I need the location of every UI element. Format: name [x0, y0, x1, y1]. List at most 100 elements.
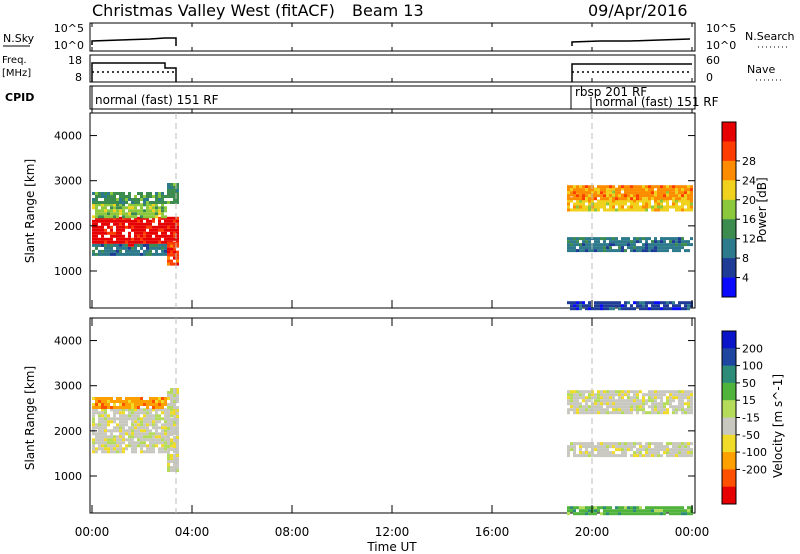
- heatmap-cell: [113, 252, 116, 256]
- heatmap-cell: [567, 448, 570, 452]
- heatmap-cell: [579, 237, 582, 241]
- heatmap-cell: [636, 405, 639, 409]
- heatmap-cell: [684, 188, 687, 192]
- heatmap-cell: [158, 450, 161, 454]
- heatmap-cell: [170, 400, 173, 403]
- heatmap-cell: [600, 199, 603, 203]
- heatmap-cell: [176, 423, 179, 427]
- heatmap-cell: [588, 208, 591, 212]
- heatmap-cell: [672, 445, 675, 449]
- heatmap-cell: [134, 219, 137, 223]
- heatmap-cell: [618, 445, 621, 449]
- heatmap-cell: [582, 411, 585, 415]
- heatmap-cell: [684, 197, 687, 201]
- heatmap-cell: [654, 185, 657, 189]
- heatmap-cell: [633, 402, 636, 406]
- heatmap-cell: [636, 188, 639, 192]
- heatmap-cell: [164, 444, 167, 448]
- heatmap-cell: [639, 237, 642, 241]
- heatmap-cell: [666, 188, 669, 192]
- heatmap-cell: [128, 397, 131, 400]
- heatmap-cell: [648, 399, 651, 403]
- heatmap-cell: [624, 442, 627, 446]
- heatmap-band-7: [567, 185, 693, 201]
- heatmap-cell: [176, 426, 179, 430]
- heatmap-cell: [161, 426, 164, 430]
- heatmap-cell: [606, 304, 609, 308]
- heatmap-cell: [585, 411, 588, 415]
- heatmap-cell: [639, 399, 642, 403]
- heatmap-cell: [663, 402, 666, 406]
- heatmap-cell: [110, 249, 113, 253]
- heatmap-cell: [146, 234, 149, 238]
- heatmap-cell: [642, 411, 645, 415]
- heatmap-cell: [131, 209, 134, 213]
- heatmap-cell: [140, 426, 143, 430]
- heatmap-cell: [167, 427, 170, 430]
- heatmap-cell: [618, 194, 621, 198]
- heatmap-cell: [642, 185, 645, 189]
- heatmap-cell: [651, 512, 654, 516]
- heatmap-cell: [672, 448, 675, 452]
- heatmap-cell: [669, 393, 672, 397]
- heatmap-cell: [176, 466, 179, 469]
- heatmap-cell: [594, 509, 597, 513]
- heatmap-cell: [164, 201, 167, 204]
- heatmap-cell: [657, 445, 660, 449]
- heatmap-cell: [158, 426, 161, 430]
- heatmap-cell: [657, 243, 660, 247]
- heatmap-cell: [570, 408, 573, 412]
- noise-left-tick-top: 10^5: [54, 22, 84, 35]
- heatmap-cell: [624, 240, 627, 244]
- heatmap-cell: [579, 393, 582, 397]
- heatmap-cell: [600, 188, 603, 192]
- heatmap-cell: [101, 444, 104, 448]
- heatmap-cell: [152, 203, 155, 207]
- heatmap-cell: [134, 246, 137, 250]
- heatmap-cell: [660, 194, 663, 198]
- heatmap-cell: [591, 188, 594, 192]
- heatmap-cell: [128, 429, 131, 433]
- heatmap-cell: [98, 397, 101, 400]
- heatmap-cell: [119, 246, 122, 250]
- heatmap-cell: [92, 237, 95, 241]
- heatmap-cell: [603, 399, 606, 403]
- heatmap-cell: [624, 249, 627, 253]
- heatmap-cell: [630, 506, 633, 510]
- heatmap-cell: [113, 249, 116, 253]
- heatmap-cell: [615, 197, 618, 201]
- heatmap-cell: [588, 243, 591, 247]
- heatmap-cell: [573, 454, 576, 458]
- heatmap-cell: [104, 246, 107, 250]
- heatmap-cell: [648, 185, 651, 189]
- heatmap-cell: [128, 441, 131, 445]
- heatmap-cell: [630, 199, 633, 203]
- heatmap-cell: [140, 219, 143, 223]
- heatmap-cell: [573, 390, 576, 394]
- heatmap-cell: [639, 197, 642, 201]
- heatmap-cell: [609, 243, 612, 247]
- heatmap-cell: [672, 399, 675, 403]
- heatmap-cell: [146, 201, 149, 204]
- heatmap-cell: [161, 203, 164, 207]
- heatmap-cell: [164, 237, 167, 241]
- heatmap-cell: [122, 429, 125, 433]
- heatmap-cell: [597, 187, 600, 191]
- heatmap-cell: [131, 411, 134, 415]
- heatmap-cell: [137, 219, 140, 223]
- heatmap-cell: [173, 418, 176, 421]
- heatmap-cell: [140, 403, 143, 406]
- heatmap-cell: [137, 403, 140, 406]
- heatmap-cell: [606, 399, 609, 403]
- heatmap-cell: [107, 438, 110, 442]
- heatmap-cell: [576, 237, 579, 241]
- heatmap-cell: [107, 417, 110, 421]
- heatmap-cell: [642, 199, 645, 203]
- heatmap-cell: [648, 393, 651, 397]
- heatmap-cell: [627, 408, 630, 412]
- heatmap-cell: [624, 304, 627, 308]
- heatmap-cell: [131, 406, 134, 409]
- heatmap-cell: [648, 405, 651, 409]
- heatmap-cell: [579, 188, 582, 192]
- heatmap-cell: [687, 399, 690, 403]
